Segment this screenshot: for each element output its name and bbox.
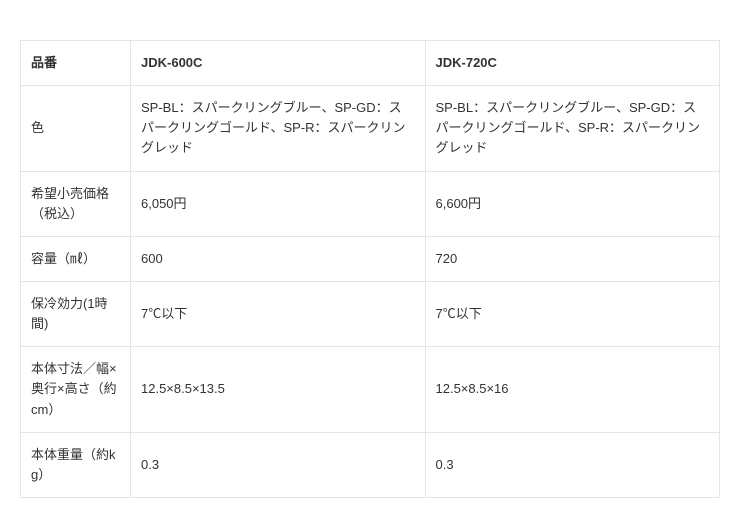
cell: 720 [425, 236, 720, 281]
cell: 0.3 [131, 432, 426, 497]
cell: 600 [131, 236, 426, 281]
row-label: 容量（㎖） [21, 236, 131, 281]
row-label: 希望小売価格（税込） [21, 171, 131, 236]
cell: 12.5×8.5×13.5 [131, 347, 426, 432]
table-row: 希望小売価格（税込） 6,050円 6,600円 [21, 171, 720, 236]
cell: 12.5×8.5×16 [425, 347, 720, 432]
page: 品番 JDK-600C JDK-720C 色 SP-BL：スパークリングブルー、… [0, 0, 740, 510]
row-label: 本体寸法／幅×奥行×高さ（約cm） [21, 347, 131, 432]
table-row: 容量（㎖） 600 720 [21, 236, 720, 281]
cell: 6,600円 [425, 171, 720, 236]
cell: SP-BL：スパークリングブルー、SP-GD：スパークリングゴールド、SP-R：… [131, 86, 426, 171]
cell: 7℃以下 [425, 281, 720, 346]
cell: 6,050円 [131, 171, 426, 236]
cell: SP-BL：スパークリングブルー、SP-GD：スパークリングゴールド、SP-R：… [425, 86, 720, 171]
table-row: 保冷効力(1時間) 7℃以下 7℃以下 [21, 281, 720, 346]
table-row: 本体重量（約kg） 0.3 0.3 [21, 432, 720, 497]
cell: 0.3 [425, 432, 720, 497]
row-label: 保冷効力(1時間) [21, 281, 131, 346]
table-row: 本体寸法／幅×奥行×高さ（約cm） 12.5×8.5×13.5 12.5×8.5… [21, 347, 720, 432]
spec-table: 品番 JDK-600C JDK-720C 色 SP-BL：スパークリングブルー、… [20, 40, 720, 498]
row-label: 色 [21, 86, 131, 171]
col-header-label: 品番 [21, 41, 131, 86]
table-row: 色 SP-BL：スパークリングブルー、SP-GD：スパークリングゴールド、SP-… [21, 86, 720, 171]
col-header-model-1: JDK-600C [131, 41, 426, 86]
col-header-model-2: JDK-720C [425, 41, 720, 86]
row-label: 本体重量（約kg） [21, 432, 131, 497]
cell: 7℃以下 [131, 281, 426, 346]
table-header-row: 品番 JDK-600C JDK-720C [21, 41, 720, 86]
